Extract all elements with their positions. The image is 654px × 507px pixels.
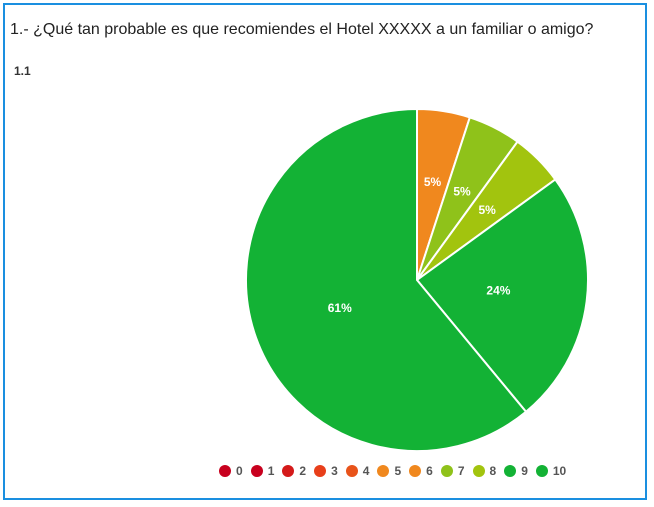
legend-label-6: 6 [426,464,433,478]
legend-label-9: 9 [521,464,528,478]
legend-dot-3 [314,465,327,477]
legend-item-9[interactable]: 9 [504,464,528,478]
slice-label-8: 5% [478,203,496,217]
legend-label-7: 7 [457,464,465,478]
legend-dot-9 [504,465,517,477]
slice-label-10: 61% [328,301,352,315]
legend-dot-8 [472,465,485,477]
legend-dot-1 [250,465,263,477]
chart-subtitle: 1.1 [14,64,31,78]
pie-slice-10 [245,107,528,452]
legend-item-2[interactable]: 2 [282,464,306,478]
slice-label-9: 24% [486,283,510,297]
legend-label-1: 1 [267,464,275,478]
legend-label-2: 2 [299,464,307,478]
legend-item-5[interactable]: 5 [377,464,401,478]
legend-dot-0 [219,465,231,477]
legend-item-4[interactable]: 4 [345,464,370,478]
pie-slice-9 [415,178,589,414]
legend-dot-4 [345,465,358,477]
legend-label-8: 8 [489,464,497,478]
legend-item-7[interactable]: 7 [440,464,465,478]
legend-item-3[interactable]: 3 [314,464,338,478]
legend-item-1[interactable]: 1 [250,464,275,478]
legend-label-3: 3 [331,464,338,478]
legend-dot-7 [440,465,453,477]
legend-item-10[interactable]: 10 [535,464,567,478]
legend-item-6[interactable]: 6 [409,464,433,478]
legend-dot-6 [409,465,422,477]
legend-label-4: 4 [362,464,370,478]
legend-dot-5 [377,465,390,477]
chart-legend: 0 1 2 3 4 5 6 7 8 9 10 [219,462,566,480]
legend-label-0: 0 [236,464,243,478]
legend-label-10: 10 [552,464,567,478]
legend-item-0[interactable]: 0 [219,464,243,478]
slice-label-5: 5% [424,175,442,189]
slice-label-7: 5% [453,185,471,199]
legend-label-5: 5 [394,464,402,478]
legend-dot-2 [282,465,295,477]
legend-item-8[interactable]: 8 [472,464,497,478]
question-title: 1.- ¿Qué tan probable es que recomiendes… [10,21,594,38]
legend-dot-10 [535,465,548,477]
